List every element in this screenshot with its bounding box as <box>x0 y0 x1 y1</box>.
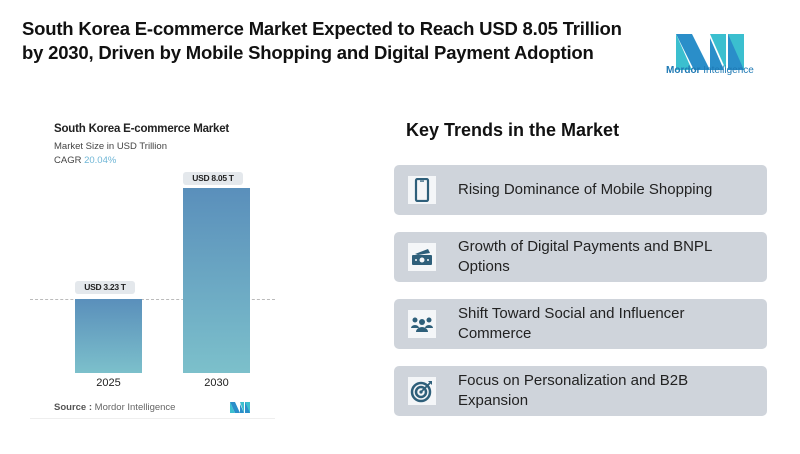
target-icon <box>408 377 436 405</box>
reference-dashed-line <box>30 299 275 300</box>
chart-divider <box>30 418 275 419</box>
trend-label: Growth of Digital Payments and BNPL Opti… <box>458 238 712 275</box>
brand-name: Mordor Intelligence <box>666 65 754 76</box>
market-size-chart: South Korea E-commerce Market Market Siz… <box>30 115 280 420</box>
mordor-intelligence-logo-icon <box>676 34 744 70</box>
trend-card-social-commerce: Shift Toward Social and Influencer Comme… <box>394 299 767 349</box>
trend-card-mobile-shopping: Rising Dominance of Mobile Shopping <box>394 165 767 215</box>
x-label-2025: 2025 <box>96 377 121 389</box>
cagr-label: CAGR 20.04% <box>54 155 117 166</box>
bar-2030 <box>183 188 250 373</box>
trend-label: Rising Dominance of Mobile Shopping <box>458 181 713 198</box>
cash-payment-icon <box>408 243 436 271</box>
people-group-icon <box>408 310 436 338</box>
bar-label-2025: USD 3.23 T <box>75 281 135 294</box>
mobile-phone-icon <box>408 176 436 204</box>
cagr-value: 20.04% <box>84 155 117 166</box>
mini-logo-icon <box>230 402 250 413</box>
x-label-2030: 2030 <box>204 377 229 389</box>
chart-title: South Korea E-commerce Market <box>54 123 230 135</box>
bar-label-2030: USD 8.05 T <box>183 172 243 185</box>
trend-card-digital-payments: Growth of Digital Payments and BNPL Opti… <box>394 232 767 282</box>
trend-label: Shift Toward Social and Influencer Comme… <box>458 305 685 342</box>
trend-card-personalization: Focus on Personalization and B2B Expansi… <box>394 366 767 416</box>
page-title: South Korea E-commerce Market Expected t… <box>22 18 622 63</box>
source-note: Source : Mordor Intelligence <box>54 402 176 413</box>
trends-heading: Key Trends in the Market <box>406 120 620 140</box>
bar-2025 <box>75 299 142 373</box>
chart-subtitle: Market Size in USD Trillion <box>54 141 167 152</box>
trend-label: Focus on Personalization and B2B Expansi… <box>458 372 689 409</box>
